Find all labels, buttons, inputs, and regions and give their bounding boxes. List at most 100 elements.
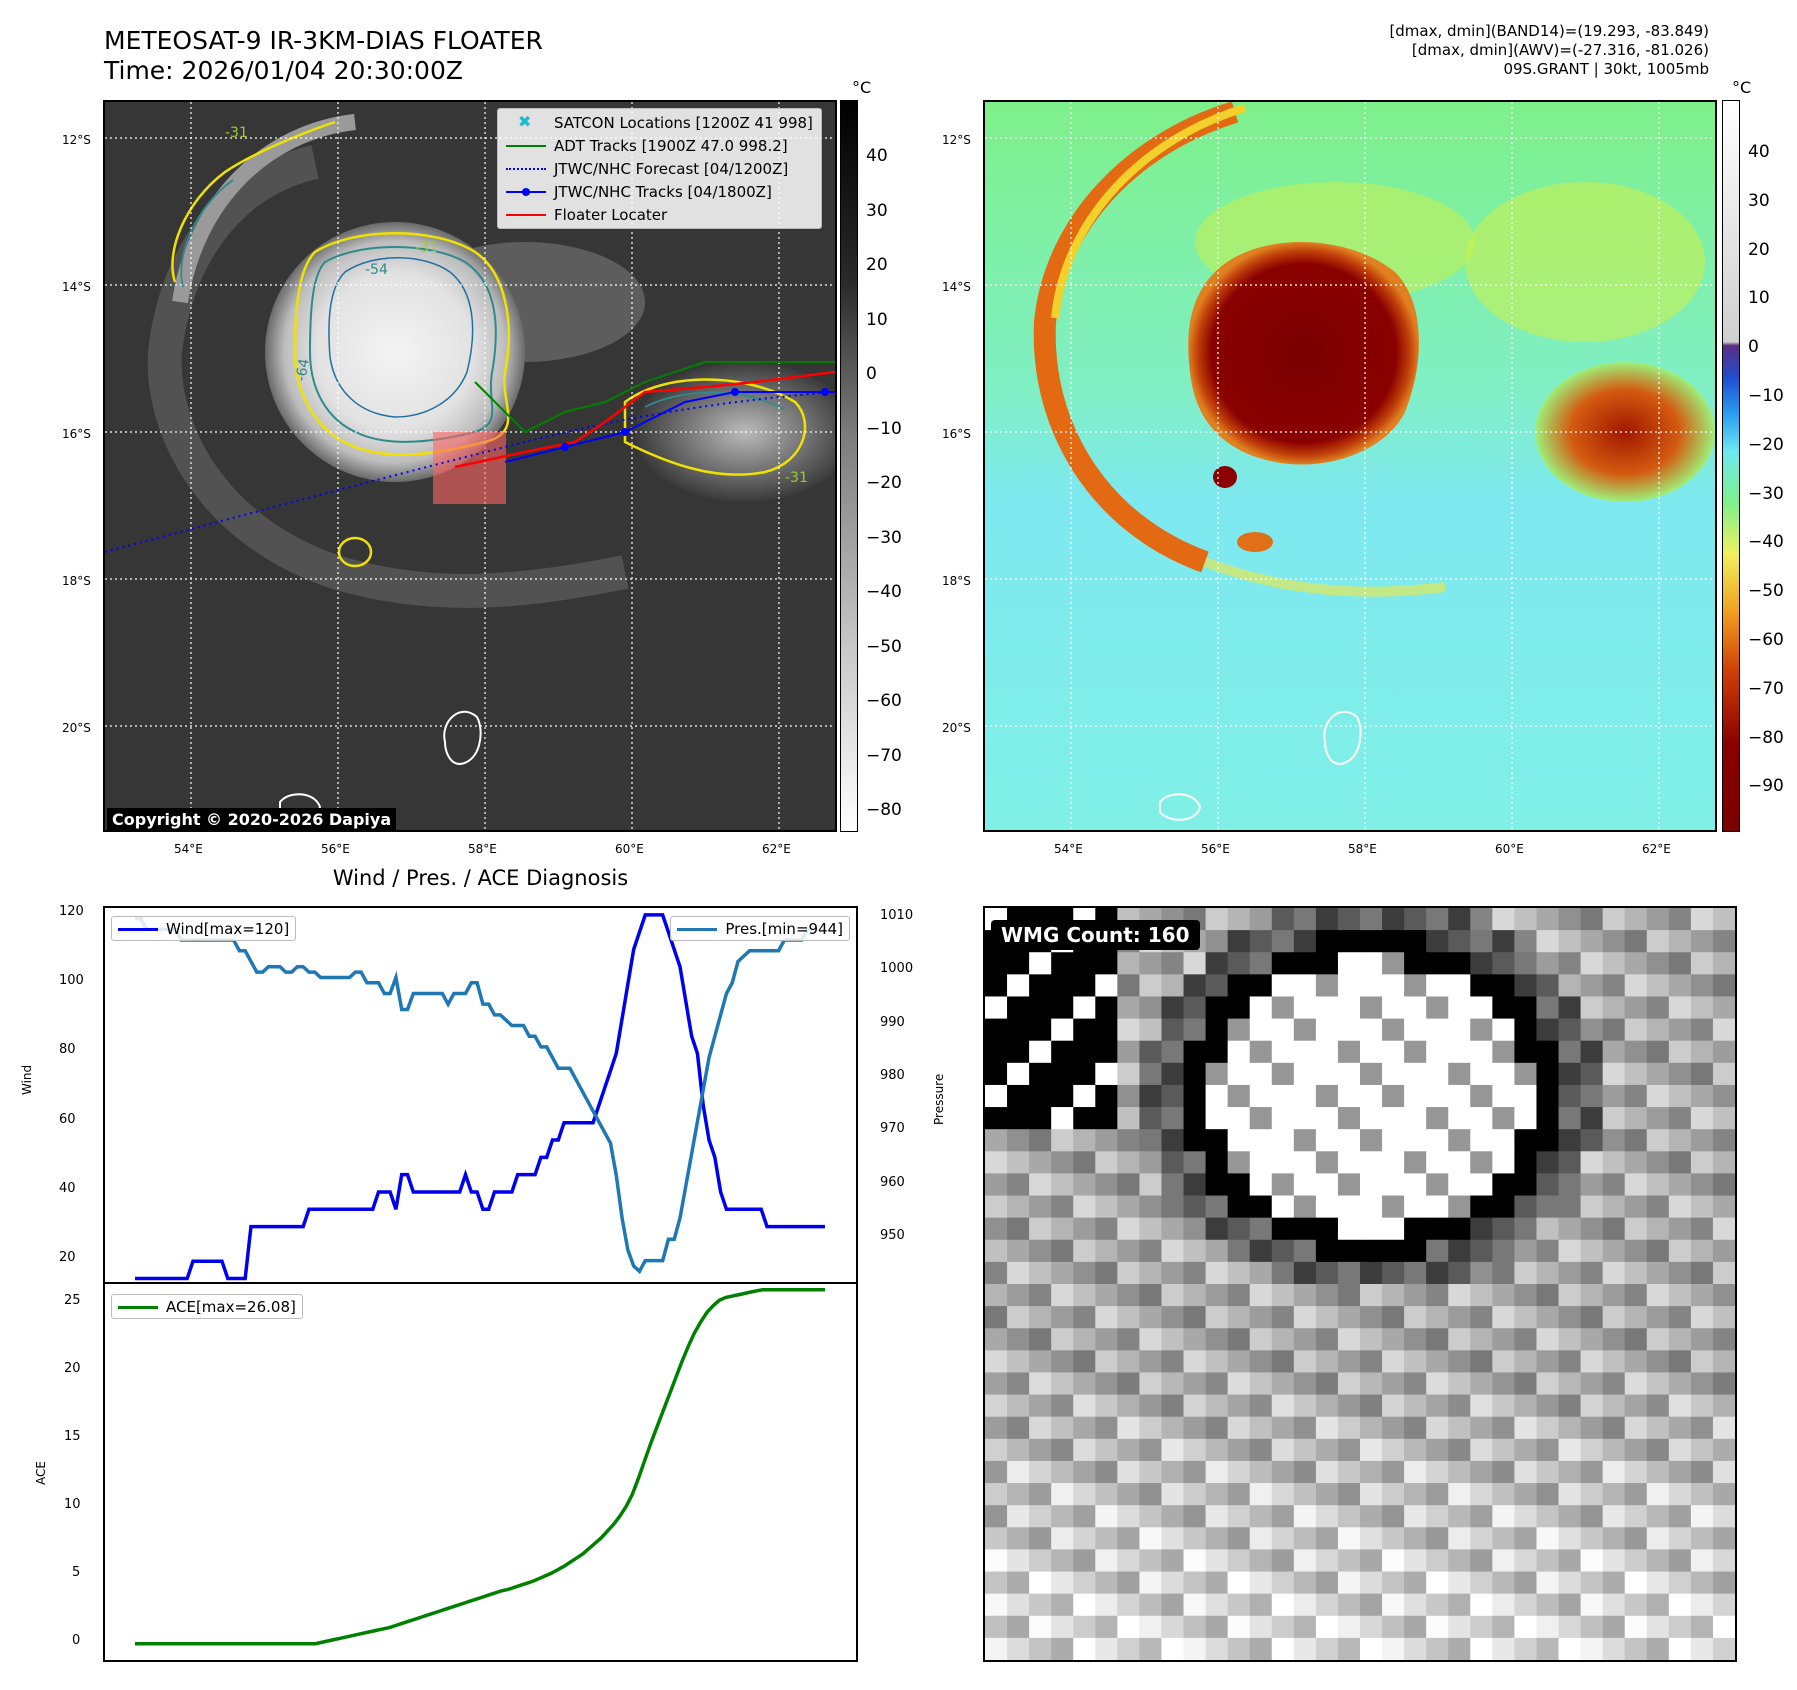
colorbar-tick: 0 [1748, 337, 1759, 358]
pressure-legend-label: Pres.[min=944] [725, 919, 843, 938]
wind-pressure-plot: Wind[max=120] Pres.[min=944] [103, 906, 858, 1284]
wind-legend-label: Wind[max=120] [166, 919, 290, 938]
pressure-tick: 990 [880, 1014, 905, 1030]
contour-label: -64 [293, 357, 313, 382]
awv-map-image [985, 102, 1715, 830]
dotted-line-icon [506, 162, 546, 176]
chart-title: METEOSAT-9 IR-3KM-DIAS FLOATER Time: 202… [104, 26, 543, 86]
ace-svg [135, 1287, 825, 1646]
lon-label: 58°E [468, 842, 497, 856]
lon-label: 62°E [1642, 842, 1671, 856]
colorbar-tick: 30 [1748, 190, 1770, 211]
lon-label: 56°E [1201, 842, 1230, 856]
colorbar-tick: −20 [866, 473, 902, 493]
storm-info: [dmax, dmin](BAND14)=(19.293, -83.849) [… [1389, 22, 1709, 79]
colorbar-tick: −50 [1748, 581, 1784, 602]
ace-tick: 25 [64, 1293, 81, 1309]
ace-tick: 15 [64, 1429, 81, 1445]
colorbar-tick: −40 [1748, 532, 1784, 553]
ace-tick: 10 [64, 1496, 81, 1512]
colorbar-tick: −10 [866, 418, 902, 439]
colorbar-tick: −40 [866, 582, 902, 602]
legend-label: ADT Tracks [1900Z 47.0 998.2] [554, 136, 788, 155]
lon-label: 54°E [174, 842, 203, 856]
x-icon: ✖ [518, 111, 532, 131]
colorbar-tick: −50 [866, 636, 902, 657]
lat-label: 14°S [62, 280, 91, 294]
pressure-tick: 960 [880, 1174, 905, 1190]
awv-map-panel [983, 100, 1717, 832]
colorbar-tick: 20 [866, 255, 888, 275]
wmg-panel: WMG Count: 160 [983, 906, 1737, 1662]
legend-label: JTWC/NHC Tracks [04/1800Z] [554, 182, 772, 201]
pressure-axis-label: Pressure [932, 1073, 946, 1125]
contour-label: -31 [225, 125, 248, 141]
legend-item: ADT Tracks [1900Z 47.0 998.2] [506, 134, 813, 157]
colorbar-tick: 40 [1748, 142, 1770, 162]
colorbar-tick: −80 [866, 800, 902, 820]
ace-tick: 0 [72, 1632, 81, 1648]
lat-label: 20°S [62, 721, 91, 735]
colorbar-unit: °C [1732, 78, 1752, 97]
lat-label: 16°S [942, 427, 971, 441]
pressure-legend: Pres.[min=944] [670, 916, 850, 941]
ace-legend-label: ACE[max=26.08] [166, 1297, 296, 1316]
colorbar-tick: −30 [866, 527, 902, 548]
wind-tick: 120 [59, 903, 84, 919]
info-line-1: [dmax, dmin](BAND14)=(19.293, -83.849) [1389, 22, 1709, 40]
solid-line-icon [506, 139, 546, 153]
colorbar-tick: −80 [1748, 727, 1784, 748]
ace-tick: 5 [72, 1564, 81, 1580]
legend-label: Floater Locater [554, 205, 668, 224]
lon-label: 56°E [321, 842, 350, 856]
lat-label: 18°S [942, 574, 971, 588]
lon-label: 60°E [1495, 842, 1524, 856]
wmg-count-badge: WMG Count: 160 [991, 920, 1200, 950]
wind-tick: 60 [59, 1111, 76, 1127]
contour-label: -54 [365, 262, 388, 278]
legend-label: JTWC/NHC Forecast [04/1200Z] [554, 159, 789, 178]
map-legend: ✖ SATCON Locations [1200Z 41 998] ADT Tr… [497, 108, 822, 229]
ir-map-panel: -31 -54 -64 -31 -31 ✖ SATCON Locations [… [103, 100, 837, 832]
colorbar-tick: −30 [1748, 483, 1784, 504]
colorbar-tick: −20 [1748, 434, 1784, 455]
pressure-tick: 1000 [880, 961, 914, 977]
colorbar-tick: −90 [1748, 776, 1784, 797]
colorbar-right [1722, 100, 1740, 832]
wind-pressure-svg [135, 913, 825, 1281]
ace-axis-label: ACE [34, 1461, 48, 1485]
colorbar-unit: °C [852, 78, 872, 97]
ace-plot: ACE[max=26.08] [103, 1282, 858, 1662]
title-line-2: Time: 2026/01/04 20:30:00Z [104, 56, 463, 85]
info-line-2: [dmax, dmin](AWV)=(-27.316, -81.026) [1411, 41, 1709, 59]
ace-series-line [135, 1287, 825, 1646]
pressure-tick: 970 [880, 1121, 905, 1137]
contour-label: -31 [785, 470, 808, 486]
legend-item: ✖ SATCON Locations [1200Z 41 998] [506, 111, 813, 134]
colorbar-tick: 20 [1748, 239, 1770, 260]
ace-legend: ACE[max=26.08] [111, 1294, 303, 1319]
wind-axis-label: Wind [20, 1064, 34, 1095]
colorbar-tick: 10 [1748, 288, 1770, 309]
colorbar-tick: 40 [866, 146, 888, 166]
lon-label: 54°E [1054, 842, 1083, 856]
legend-item: JTWC/NHC Forecast [04/1200Z] [506, 157, 813, 180]
wind-tick: 20 [59, 1250, 76, 1266]
diagnosis-title: Wind / Pres. / ACE Diagnosis [332, 866, 629, 890]
wind-tick: 80 [59, 1042, 76, 1058]
lat-label: 20°S [942, 721, 971, 735]
ace-line-icon [118, 1300, 158, 1314]
wmg-grid [985, 908, 1735, 1660]
contour-label: -31 [415, 240, 438, 256]
wind-line-icon [118, 922, 158, 936]
legend-item: Floater Locater [506, 203, 813, 226]
pressure-series-line [135, 916, 814, 1275]
lat-label: 14°S [942, 280, 971, 294]
info-line-3: 09S.GRANT | 30kt, 1005mb [1503, 60, 1709, 78]
legend-label: SATCON Locations [1200Z 41 998] [554, 113, 813, 132]
pressure-line-icon [677, 922, 718, 936]
line-dot-icon [506, 185, 546, 199]
copyright-badge: Copyright © 2020-2026 Dapiya [107, 808, 397, 830]
pressure-tick: 1010 [880, 907, 914, 923]
colorbar-tick: 30 [866, 200, 888, 221]
